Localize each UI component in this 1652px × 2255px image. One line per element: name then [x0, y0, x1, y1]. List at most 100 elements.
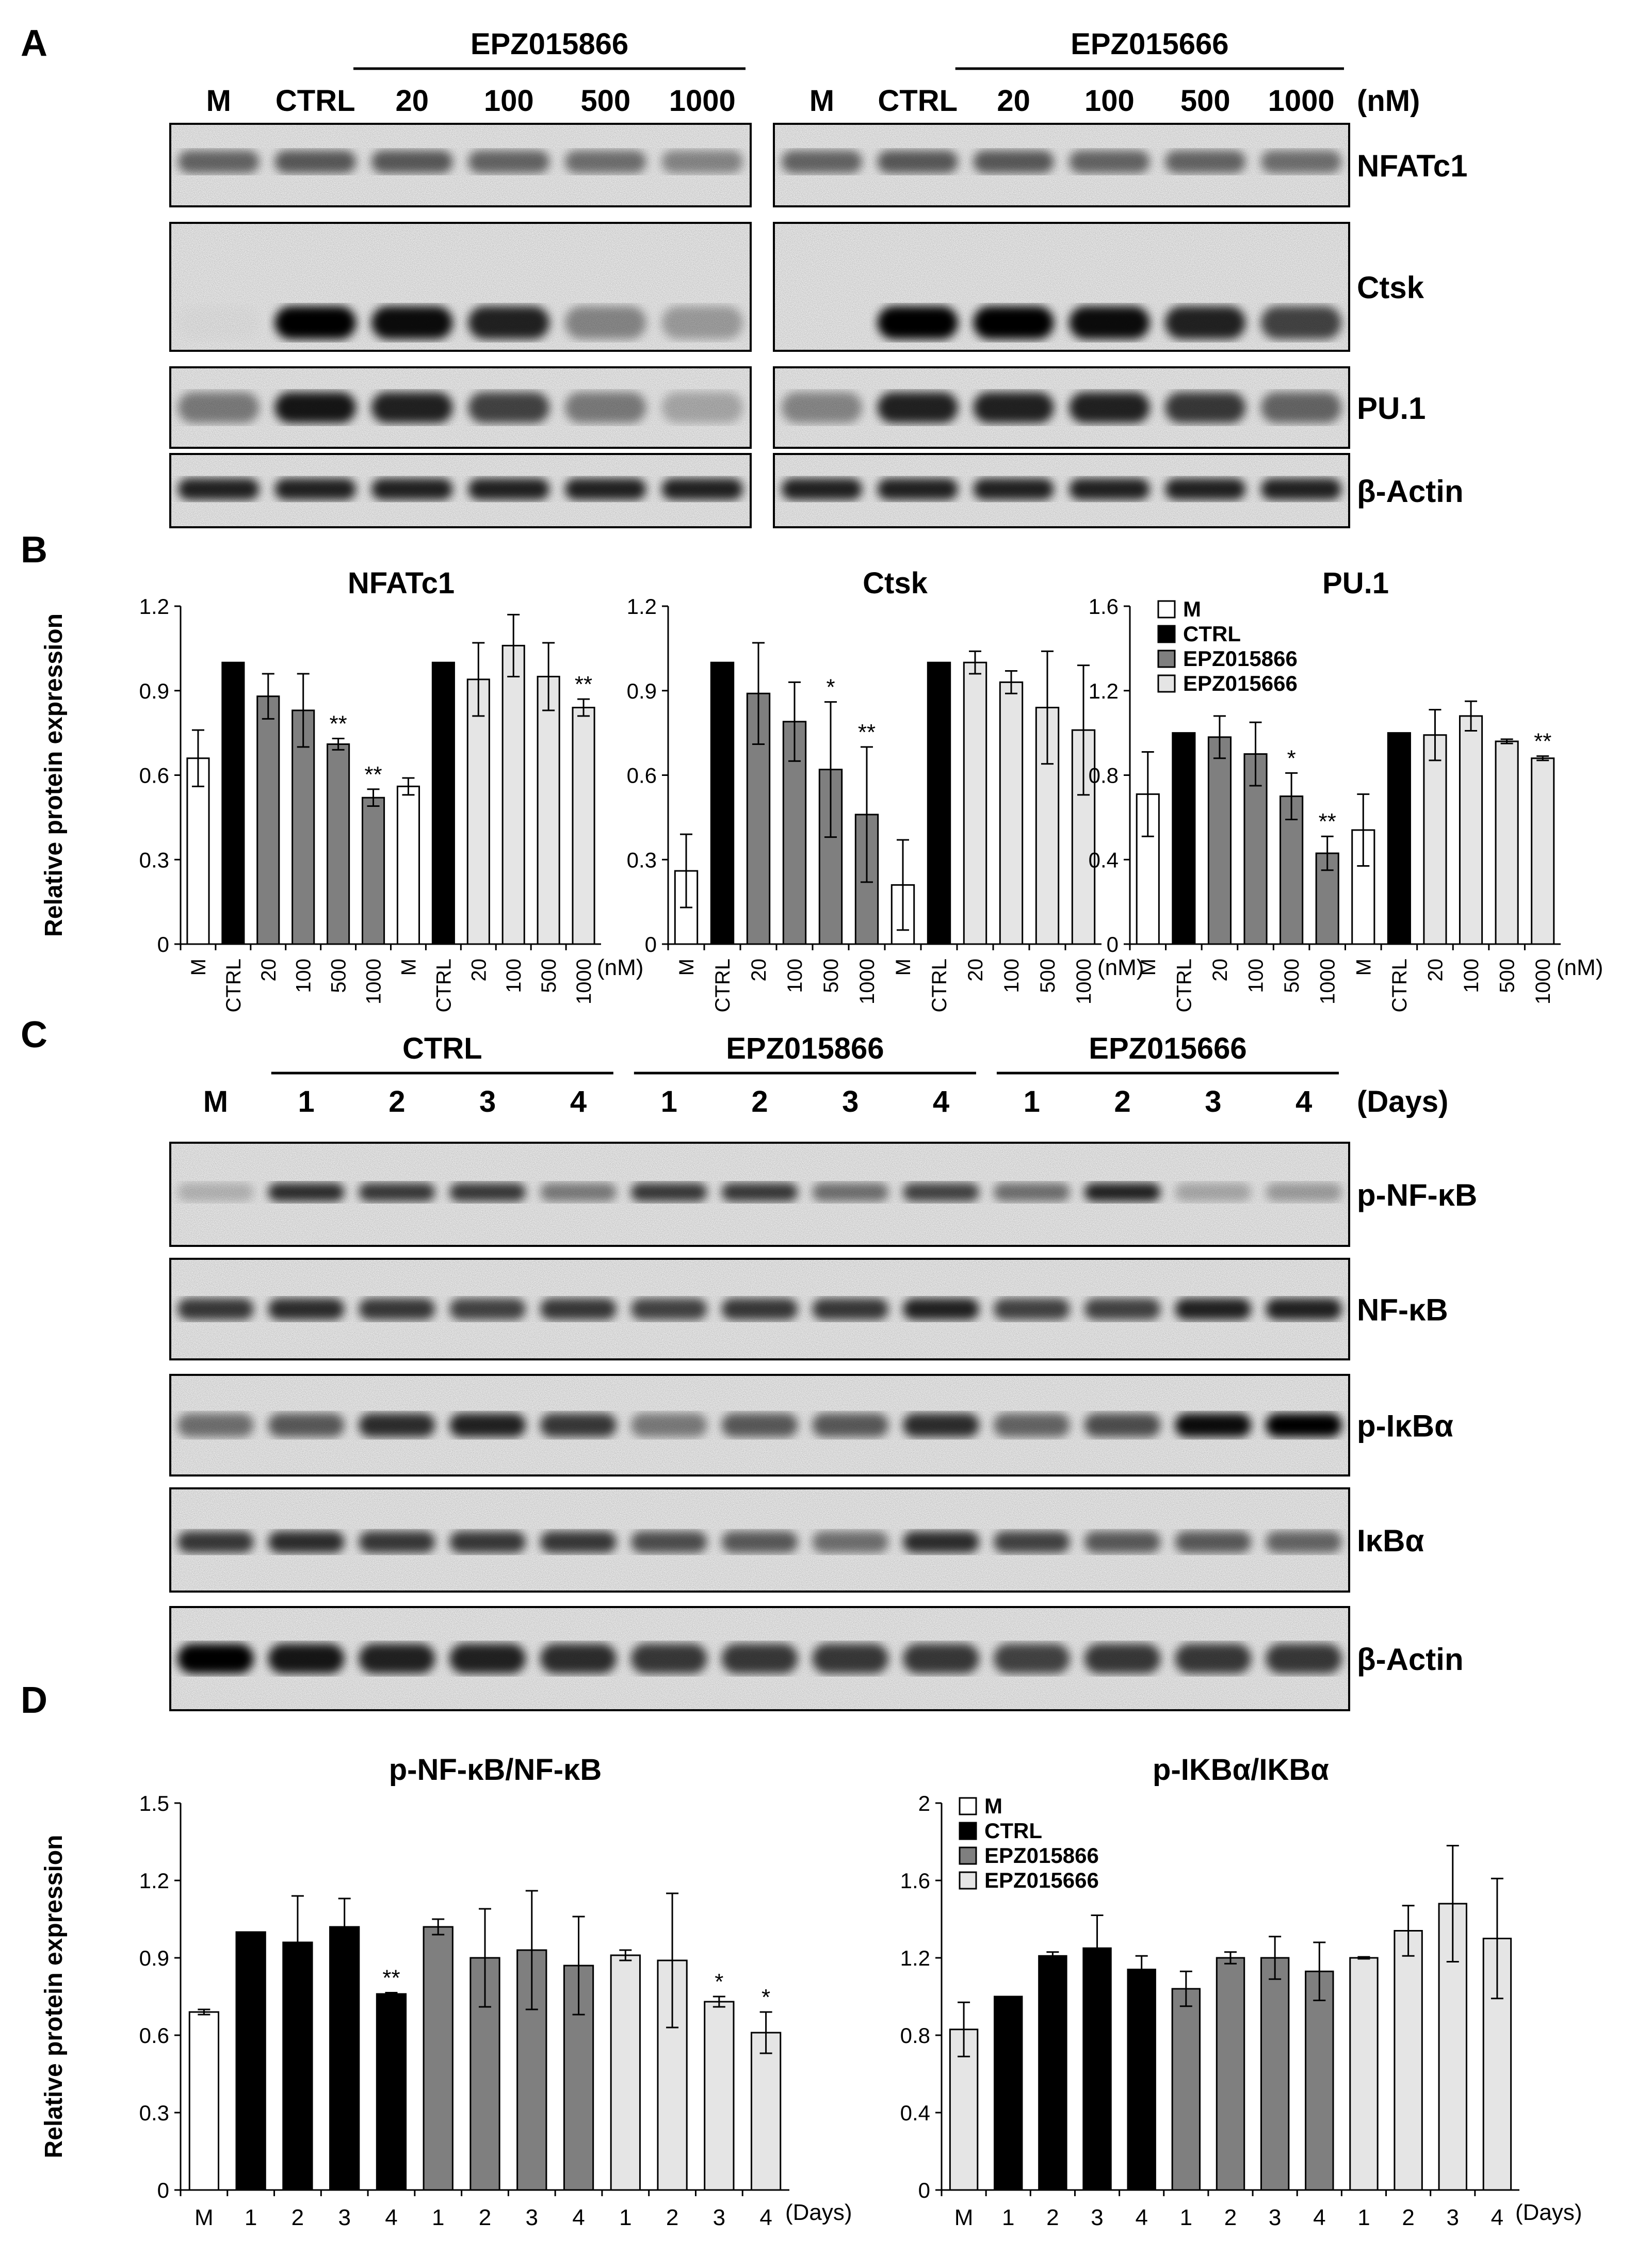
blot-pu1-1-band [877, 392, 958, 423]
significance-marker: ** [1319, 809, 1336, 834]
blot-c-nfb-band [1175, 1298, 1252, 1320]
blot-pu1-0-band [661, 392, 743, 423]
x-tick-label: 2 [1046, 2205, 1059, 2230]
units-label: (Days) [1515, 2200, 1582, 2225]
lane-label: 1000 [669, 84, 736, 118]
chart-title: Ctsk [863, 566, 928, 600]
blot-actin-1-band [973, 478, 1054, 500]
blot-c-pib-band [1084, 1413, 1161, 1437]
x-tick-label: 3 [1447, 2205, 1459, 2230]
protein-label: p-NF-κB [1357, 1178, 1477, 1212]
blot-c-ib-band [630, 1531, 707, 1553]
bar [1495, 740, 1519, 945]
x-tick-label: 500 [1036, 959, 1059, 993]
panel-label-d: D [21, 1680, 47, 1721]
x-tick-label: 100 [1000, 959, 1023, 993]
lane-label: CTRL [878, 84, 958, 118]
x-tick-label: 1 [1357, 2205, 1370, 2230]
chart-title: PU.1 [1322, 566, 1389, 600]
blot-pu1-0-band [274, 392, 356, 423]
blot-nfatc1-0-band [661, 150, 743, 173]
bar [1394, 1930, 1423, 2191]
blot-actin-1-band [877, 478, 958, 500]
blot-actin-1-background [775, 455, 1348, 526]
bar [1459, 715, 1483, 945]
significance-marker: ** [330, 711, 347, 737]
blot-c-pnfb-band [812, 1183, 889, 1202]
treatment-label: EPZ015866 [726, 1032, 884, 1065]
bar [1531, 757, 1555, 945]
blot-c-pib-band [449, 1413, 526, 1437]
x-tick-label: CTRL [928, 959, 951, 1012]
blot-ctsk-1-band [1165, 306, 1246, 339]
x-tick-label: 20 [748, 959, 770, 982]
lane-label: 1 [298, 1085, 315, 1118]
blot-actin-0-band [565, 478, 646, 500]
x-tick-label: 2 [479, 2205, 491, 2230]
blot-ctsk-1-band [877, 306, 958, 339]
lane-label: 20 [997, 84, 1030, 118]
blot-c-nfb-band [993, 1298, 1070, 1320]
blot-c-nfb-band [540, 1298, 617, 1320]
units-label: (Days) [1357, 1085, 1448, 1118]
x-tick-label: 1000 [573, 959, 595, 1004]
blot-actin-0-band [371, 478, 453, 500]
blot-ctsk-0-band [178, 306, 260, 339]
x-tick-label: 20 [1209, 959, 1232, 982]
blot-nfatc1-0-band [565, 150, 646, 173]
x-tick-label: CTRL [1388, 959, 1411, 1012]
blot-c-pib-band [540, 1413, 617, 1437]
treatment-label: EPZ015866 [471, 27, 628, 61]
blot-actin-0-background [171, 455, 750, 526]
blot-ctsk-0-band [565, 306, 646, 339]
y-tick-label: 0.3 [139, 848, 169, 872]
chart-title: p-IKBα/IKBα [1153, 1753, 1329, 1787]
y-axis-label: Relative protein expression [40, 1835, 68, 2159]
blot-c-pnfb-band [359, 1183, 435, 1202]
blot-c-actin-band [903, 1644, 979, 1674]
lane-label: 1 [1024, 1085, 1040, 1118]
blot-c-actin-band [540, 1644, 617, 1674]
x-tick-label: 500 [328, 959, 350, 993]
x-tick-label: 1000 [1532, 959, 1554, 1004]
significance-marker: * [826, 675, 835, 700]
x-tick-label: 500 [1496, 959, 1519, 993]
blot-nfatc1-1-background [775, 125, 1348, 205]
blot-pu1-0-background [171, 368, 750, 447]
x-tick-label: 2 [666, 2205, 678, 2230]
legend-label: EPZ015666 [1183, 671, 1298, 695]
x-tick-label: M [675, 959, 698, 976]
legend-label: EPZ015866 [984, 1843, 1099, 1868]
bar [188, 2011, 220, 2191]
units-label: (nM) [1357, 84, 1420, 118]
treatment-label: EPZ015666 [1089, 1032, 1246, 1065]
x-tick-label: 500 [1281, 959, 1303, 993]
blot-c-ib-band [1084, 1531, 1161, 1553]
lane-label: 500 [1180, 84, 1230, 118]
treatment-label: CTRL [402, 1032, 482, 1065]
y-tick-label: 0.4 [900, 2101, 930, 2125]
blot-c-nfb-band [903, 1298, 979, 1320]
y-tick-label: 0.6 [139, 764, 169, 788]
lane-label: CTRL [276, 84, 355, 118]
y-tick-label: 0.8 [900, 2023, 930, 2048]
blot-actin-1-band [781, 478, 862, 500]
blot-c-ib-band [993, 1531, 1070, 1553]
blot-nfatc1-1-band [877, 150, 958, 173]
lane-label: 100 [1084, 84, 1135, 118]
y-tick-label: 0.9 [627, 679, 657, 703]
lane-label: 4 [570, 1085, 587, 1118]
x-tick-label: 2 [1402, 2205, 1414, 2230]
blot-ctsk-1-background [775, 224, 1348, 350]
legend-swatch [959, 1871, 977, 1890]
legend-swatch [959, 1797, 977, 1815]
blot-ctsk-1 [773, 222, 1350, 352]
x-tick-label: 20 [1424, 959, 1447, 982]
x-tick-label: 20 [964, 959, 987, 982]
bar [256, 695, 280, 945]
bar [1387, 732, 1411, 945]
blot-actin-0-band [178, 478, 260, 500]
bar [235, 1931, 266, 2191]
lane-label: 2 [1114, 1085, 1130, 1118]
